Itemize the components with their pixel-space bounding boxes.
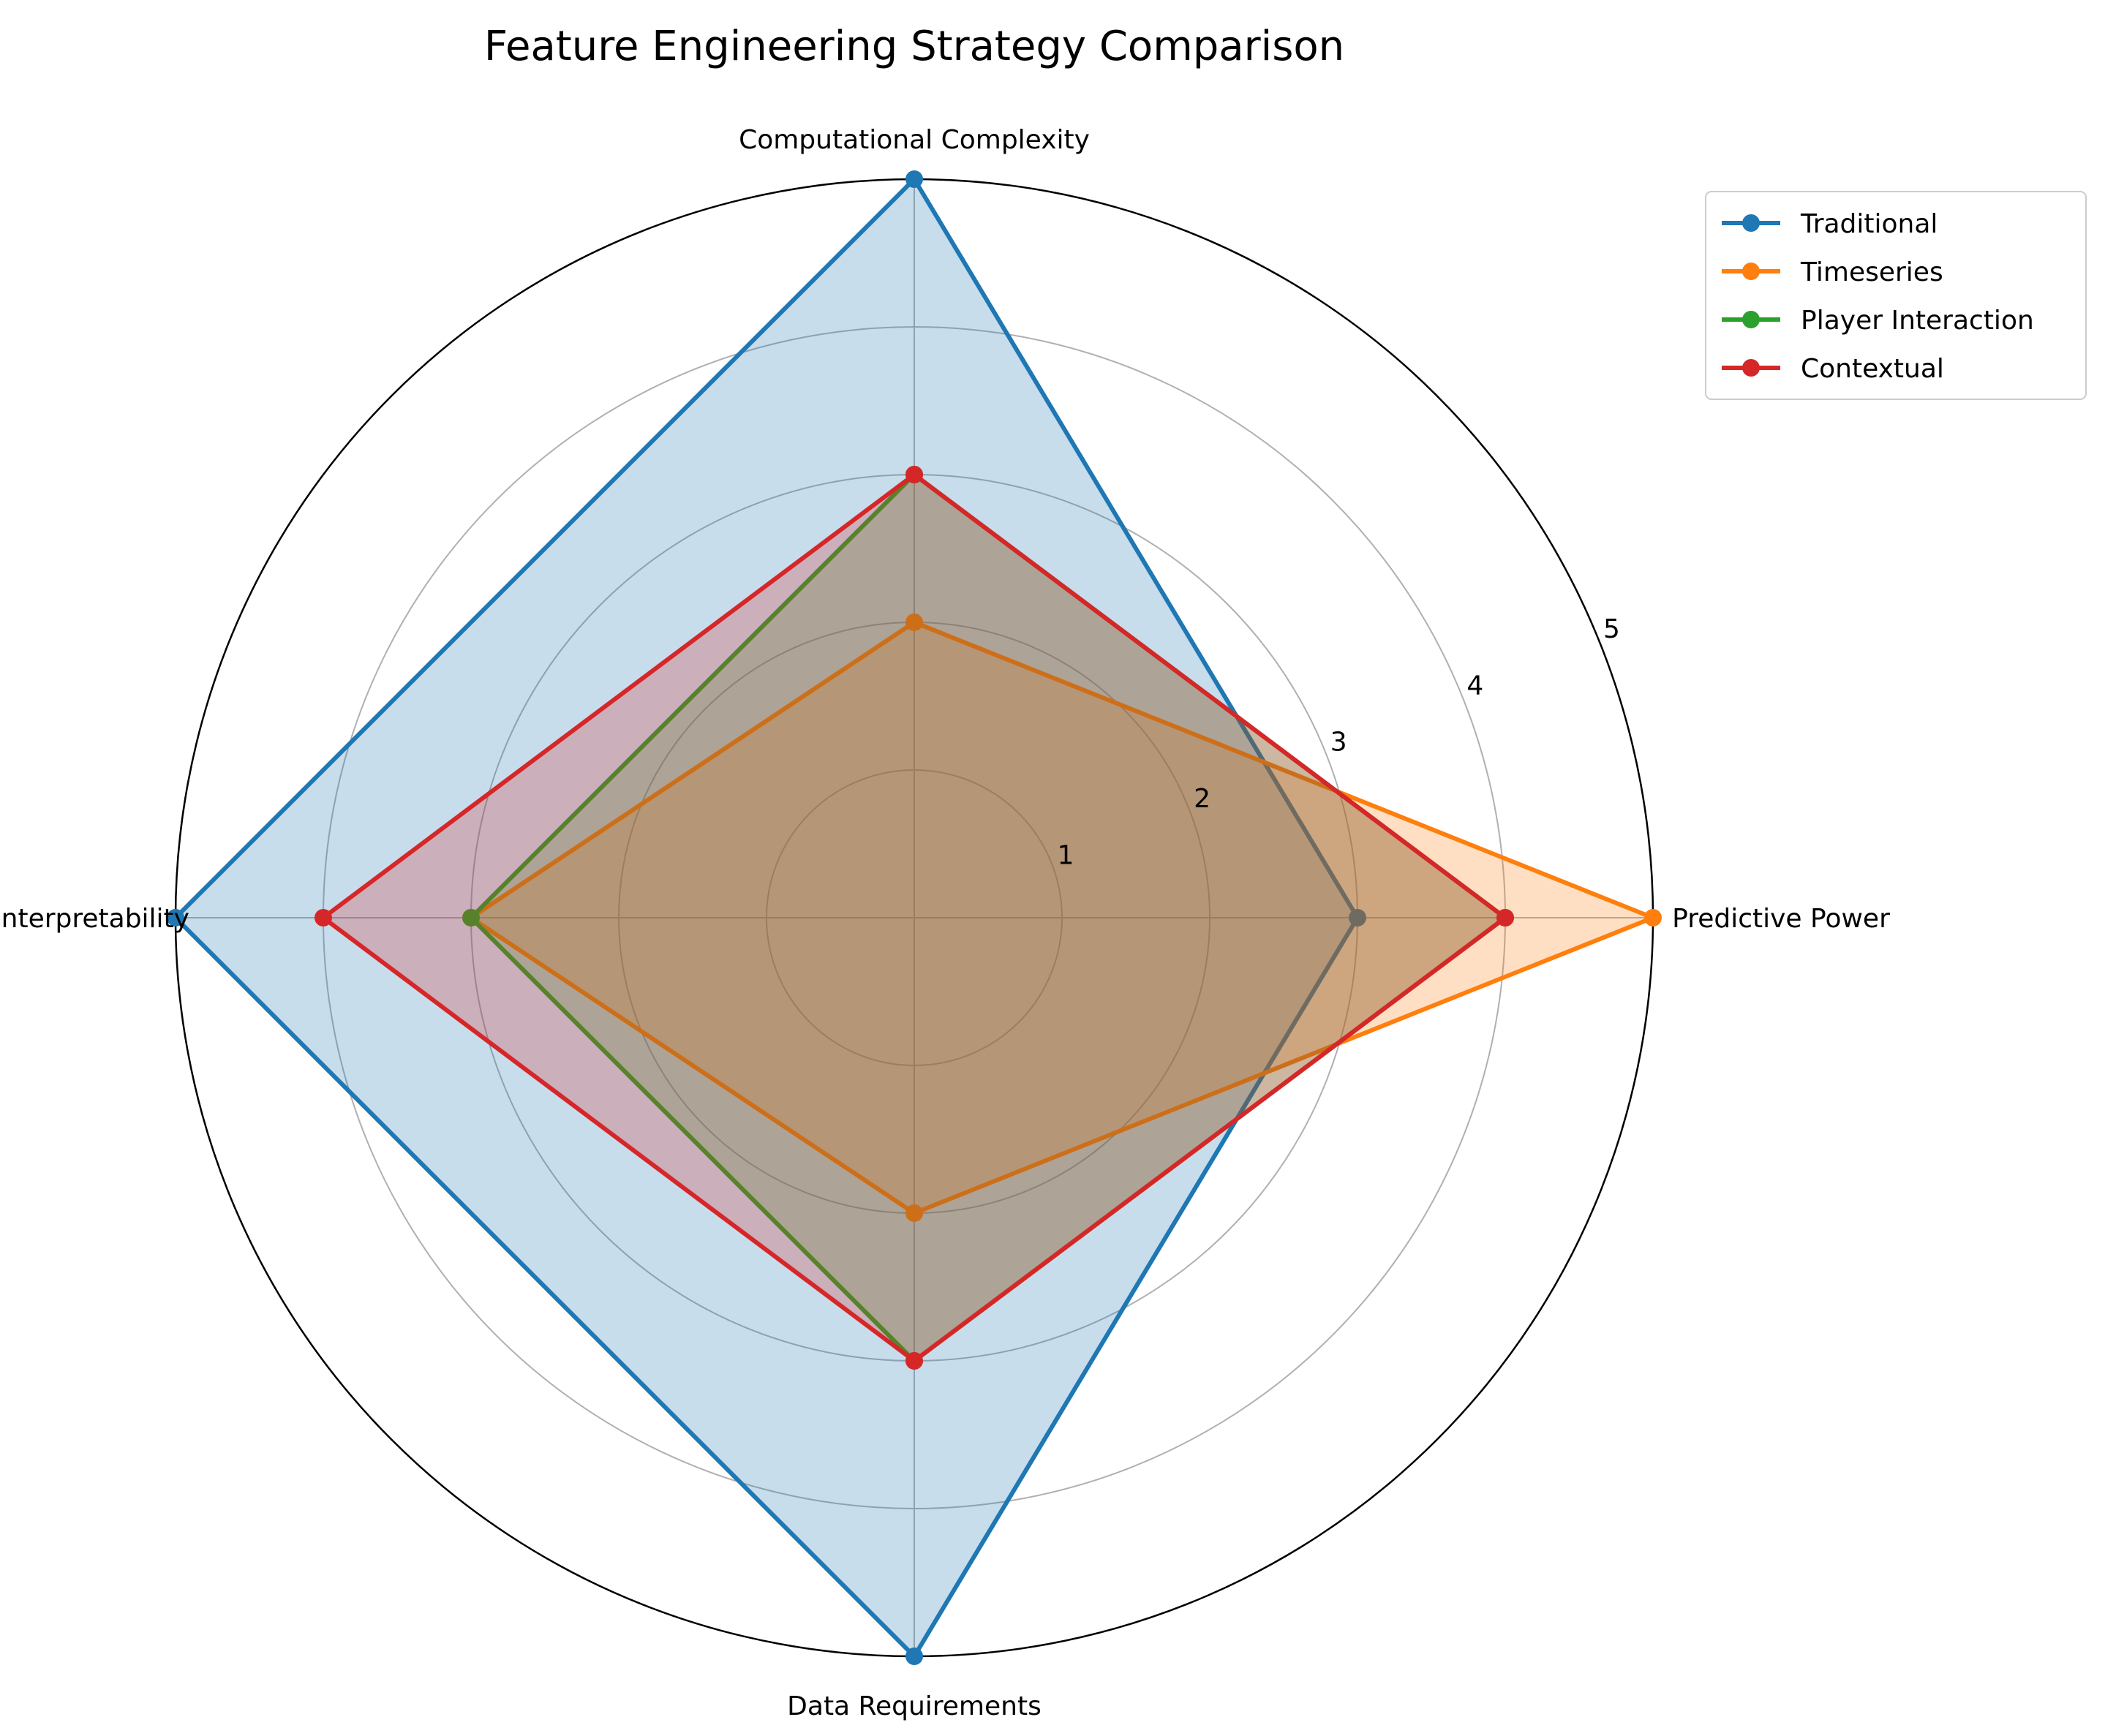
data-point: [1644, 909, 1662, 927]
legend-label: Timeseries: [1800, 257, 1943, 287]
data-point: [905, 1204, 923, 1222]
radial-tick-label: 1: [1057, 840, 1074, 870]
axis-label: Computational Complexity: [739, 125, 1090, 155]
data-point: [1349, 909, 1366, 927]
legend-swatch-marker: [1742, 359, 1760, 377]
legend-label: Player Interaction: [1801, 306, 2034, 336]
legend-item: Contextual: [1722, 354, 1944, 384]
data-point: [905, 614, 923, 631]
radial-tick-label: 3: [1330, 728, 1347, 758]
radial-tick-label: 4: [1466, 671, 1483, 701]
legend-item: Player Interaction: [1722, 306, 2034, 336]
data-point: [905, 1352, 923, 1370]
series-layer: [167, 170, 1662, 1665]
data-point: [1496, 909, 1514, 927]
axis-label: Data Requirements: [787, 1691, 1042, 1721]
data-point: [905, 170, 923, 188]
data-point: [462, 909, 480, 927]
axis-label: Interpretability: [0, 904, 189, 934]
axis-label: Predictive Power: [1672, 904, 1890, 934]
legend-swatch-marker: [1742, 311, 1760, 328]
legend-item: Timeseries: [1722, 257, 1943, 287]
data-point: [905, 1648, 923, 1665]
legend-frame: [1705, 191, 2087, 400]
radial-tick-label: 2: [1194, 784, 1210, 814]
series-traditional: [167, 170, 1366, 1665]
radial-tick-label: 5: [1603, 614, 1620, 644]
legend-label: Contextual: [1801, 354, 1944, 384]
radial-tick-labels: 1 2 3 4 5: [1057, 614, 1619, 870]
series-fill: [471, 622, 1653, 1213]
legend: Traditional Timeseries Player Interaction C…: [1705, 191, 2087, 400]
legend-swatch-marker: [1742, 263, 1760, 280]
axis-labels: Predictive Power Computational Complexity…: [0, 125, 1890, 1721]
series-fill: [176, 179, 1357, 1656]
chart-title: Feature Engineering Strategy Comparison: [484, 23, 1344, 70]
series-fill: [471, 475, 1505, 1361]
data-point: [167, 909, 184, 927]
data-point: [905, 466, 923, 483]
legend-item: Traditional: [1722, 209, 1938, 239]
series-contextual: [315, 466, 1514, 1370]
legend-swatch-marker: [1742, 214, 1760, 232]
legend-label: Traditional: [1800, 209, 1938, 239]
data-point: [315, 909, 332, 927]
